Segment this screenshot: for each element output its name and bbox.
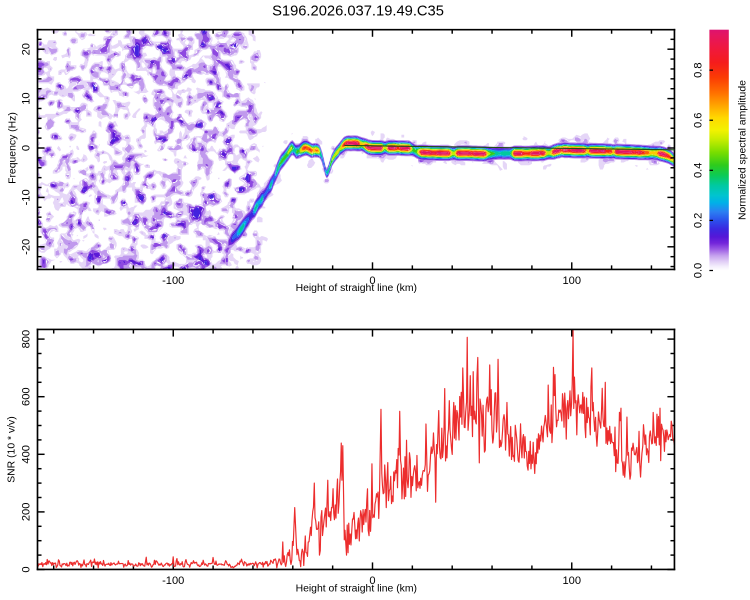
svg-text:100: 100 [562,575,581,587]
svg-text:0: 0 [369,575,375,587]
svg-text:20: 20 [20,43,32,55]
svg-text:Normalized spectral amplitude: Normalized spectral amplitude [737,80,748,220]
svg-text:0.4: 0.4 [692,163,704,178]
svg-text:100: 100 [562,275,581,287]
svg-text:Frequency (Hz): Frequency (Hz) [8,112,19,184]
svg-text:Height of straight line (km): Height of straight line (km) [296,583,417,594]
svg-text:0.0: 0.0 [692,263,704,278]
svg-text:800: 800 [20,330,32,349]
svg-text:-100: -100 [162,575,184,587]
svg-text:-20: -20 [20,239,32,255]
svg-text:0.8: 0.8 [692,62,704,77]
svg-text:0.2: 0.2 [692,213,704,228]
svg-text:SNR (10 * v/v): SNR (10 * v/v) [7,416,18,483]
svg-text:10: 10 [20,92,32,104]
svg-text:0: 0 [20,566,32,572]
svg-text:-100: -100 [162,275,184,287]
svg-text:-10: -10 [20,189,32,205]
svg-text:0: 0 [369,275,375,287]
svg-text:400: 400 [20,445,32,464]
svg-text:600: 600 [20,387,32,406]
svg-text:S196.2026.037.19.49.C35: S196.2026.037.19.49.C35 [272,3,444,19]
svg-text:0.6: 0.6 [692,113,704,128]
svg-text:Height of straight line (km): Height of straight line (km) [296,283,417,294]
svg-text:200: 200 [20,503,32,522]
svg-text:0: 0 [20,145,32,151]
